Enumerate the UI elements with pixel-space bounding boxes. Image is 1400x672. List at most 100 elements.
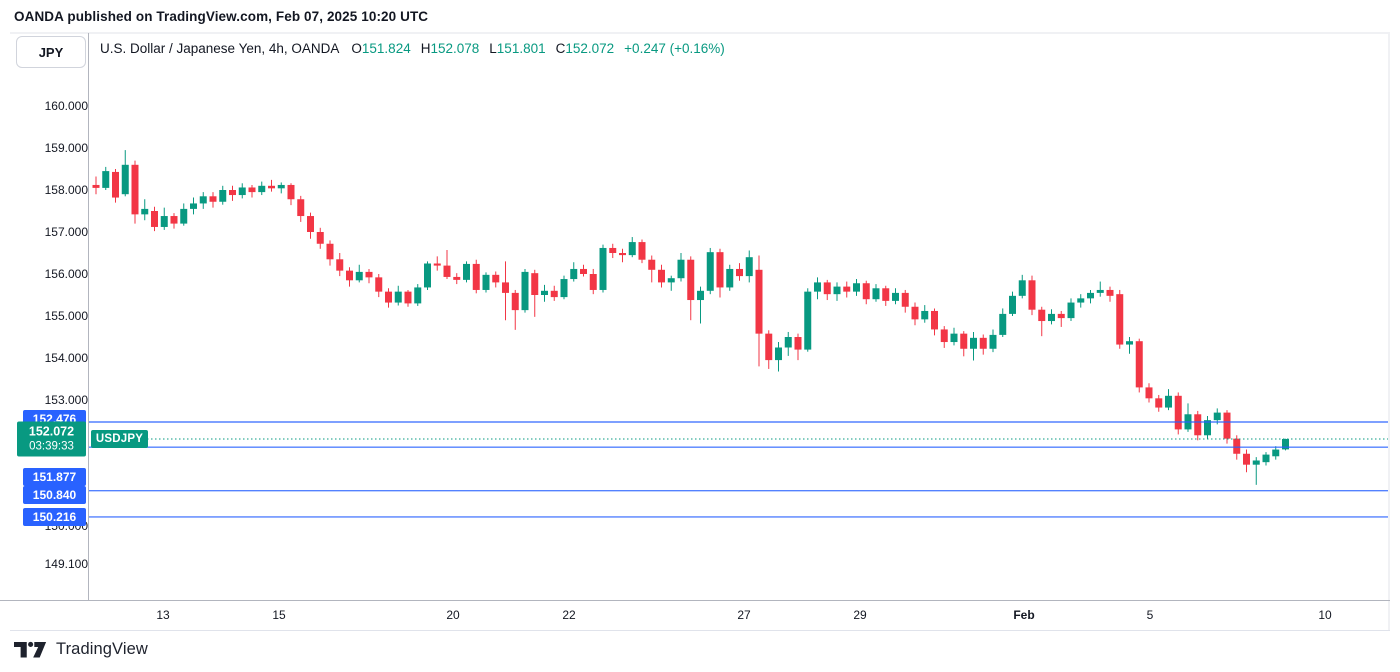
candle (1165, 389, 1172, 411)
candle (365, 268, 373, 284)
candle (1272, 446, 1280, 460)
candle (121, 150, 129, 197)
legend-ohlc-segment: C152.072 (556, 41, 615, 56)
y-axis-tick-label[interactable]: 153.000 (44, 393, 88, 407)
candle (297, 195, 305, 222)
candle (1028, 275, 1036, 316)
symbol-box[interactable]: JPY (16, 36, 86, 68)
candle (1243, 449, 1250, 473)
x-axis-tick-label[interactable]: 10 (1318, 608, 1332, 622)
x-axis-tick-label[interactable]: 13 (156, 608, 170, 622)
candle (394, 285, 402, 306)
candle (862, 280, 870, 305)
candle (1184, 403, 1192, 432)
candle (238, 183, 246, 199)
legend-ohlc-segment: O151.824 (351, 41, 410, 56)
candle (960, 331, 968, 357)
x-axis-tick-label[interactable]: 5 (1146, 608, 1154, 622)
chart-legend: U.S. Dollar / Japanese Yen, 4h, OANDA O1… (100, 41, 725, 56)
candle (667, 275, 675, 291)
price-level-badge[interactable]: 150.840 (23, 486, 86, 504)
candle (160, 207, 168, 230)
candle (219, 185, 227, 205)
candle (1252, 457, 1260, 485)
x-axis-tick-label[interactable]: 27 (737, 608, 751, 622)
y-axis-tick-label[interactable]: 154.000 (44, 351, 88, 365)
tradingview-logo[interactable]: TradingView (14, 640, 148, 659)
candle (979, 334, 987, 355)
candle (716, 248, 724, 298)
price-level-badge[interactable]: 151.877 (23, 468, 86, 486)
candle (1174, 392, 1182, 435)
candle (92, 176, 100, 195)
candle (190, 197, 197, 215)
candle (258, 181, 266, 196)
ohlc-letter: C (555, 41, 566, 56)
candle (745, 250, 753, 283)
candle (950, 327, 958, 346)
ohlc-value: 151.801 (496, 41, 546, 56)
candle (1282, 438, 1289, 451)
y-axis-tick-label[interactable]: 160.000 (44, 99, 88, 113)
candle (375, 274, 383, 298)
candle (141, 199, 149, 221)
y-axis-tick-label[interactable]: 158.000 (44, 183, 88, 197)
candle (443, 250, 451, 280)
bar-close-countdown: 03:39:33 (29, 440, 74, 453)
ohlc-letter: O (351, 41, 362, 56)
attribution-text: OANDA published on TradingView.com, Feb … (14, 9, 429, 24)
candle (336, 253, 344, 277)
candle (112, 169, 119, 203)
candle (385, 288, 392, 308)
candle (882, 285, 890, 306)
candle (1194, 410, 1202, 441)
y-axis-tick-label[interactable]: 149.100 (44, 556, 88, 571)
candle (892, 288, 899, 305)
y-axis-tick-label[interactable]: 156.000 (44, 267, 88, 281)
y-axis-tick-label[interactable]: 155.000 (44, 309, 88, 323)
candle (901, 289, 909, 313)
candle (706, 247, 714, 295)
candle (599, 244, 607, 293)
legend-symbol-title[interactable]: U.S. Dollar / Japanese Yen, 4h, OANDA (100, 41, 340, 56)
x-axis-tick-label[interactable]: Feb (1013, 608, 1035, 622)
candle (931, 308, 938, 336)
candle (1067, 298, 1075, 322)
candle (589, 268, 597, 295)
panel-border-bottom (10, 630, 1390, 631)
x-axis-tick-label[interactable]: 20 (446, 608, 460, 622)
y-axis-tick-label[interactable]: 157.000 (44, 225, 88, 239)
candle (550, 285, 558, 301)
candle (970, 331, 977, 361)
x-axis-tick-label[interactable]: 29 (853, 608, 867, 622)
x-axis-tick-label[interactable]: 22 (562, 608, 576, 622)
candle (209, 192, 217, 208)
x-axis-tick-label[interactable]: 15 (272, 608, 286, 622)
candle (677, 253, 685, 282)
price-level-badge[interactable]: 150.216 (23, 508, 86, 526)
candle (453, 273, 461, 285)
current-price-badge[interactable]: 152.072 03:39:33 (17, 421, 86, 457)
candle (833, 282, 841, 301)
candle (511, 289, 519, 330)
candle (424, 261, 431, 290)
candle (638, 239, 646, 264)
candle (502, 261, 509, 321)
candle (346, 267, 353, 287)
candle (433, 256, 441, 271)
candle (570, 262, 578, 282)
tradingview-logo-icon (14, 641, 47, 658)
candle (1096, 281, 1104, 297)
candle (911, 302, 919, 326)
candle (492, 271, 500, 288)
candle (697, 286, 704, 324)
candle (1155, 394, 1163, 412)
candle (794, 333, 802, 361)
candle (1116, 289, 1124, 349)
candle (648, 255, 656, 283)
candle (872, 284, 880, 302)
y-axis-tick-label[interactable]: 159.000 (44, 141, 88, 155)
candle (989, 329, 997, 353)
legend-ohlc-values: O151.824 H152.078 L151.801 C152.072 (351, 41, 624, 56)
